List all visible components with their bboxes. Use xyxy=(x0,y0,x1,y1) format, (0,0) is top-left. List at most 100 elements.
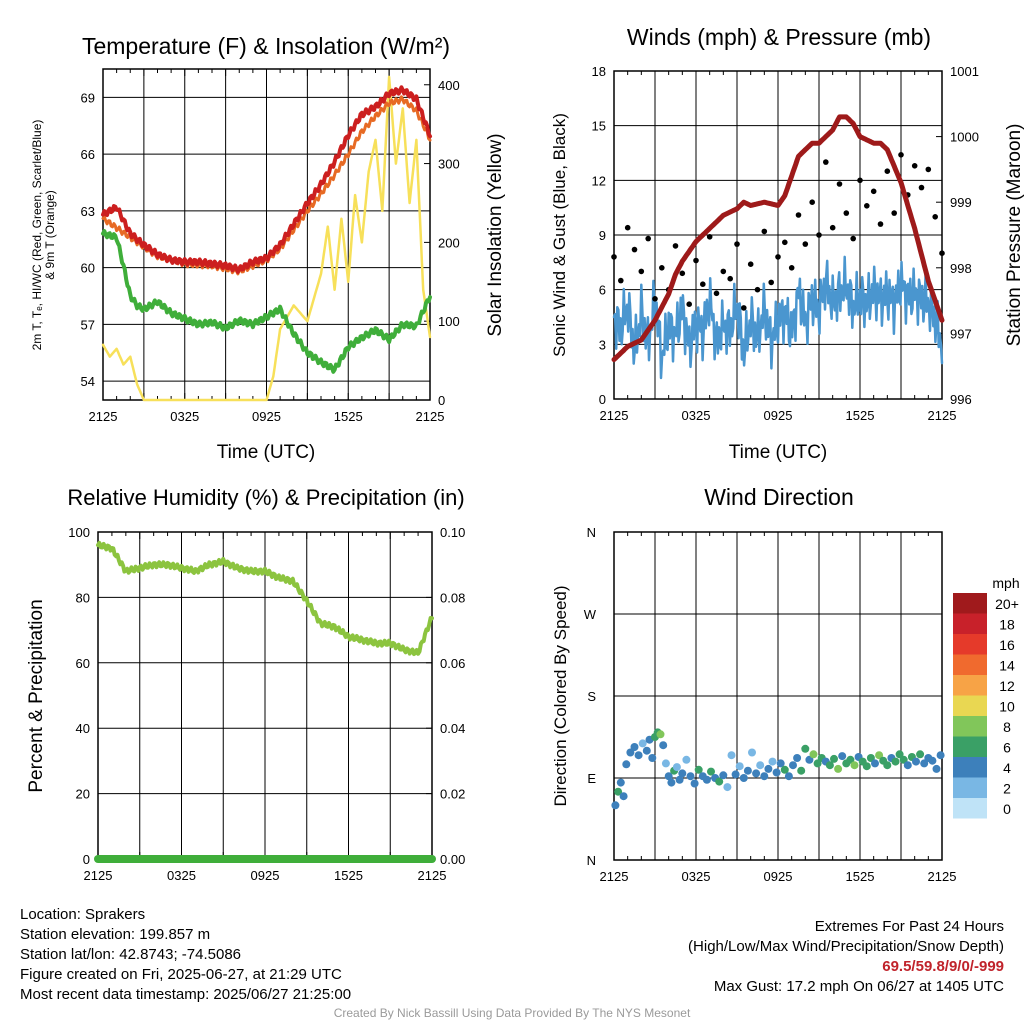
wind-direction-point xyxy=(667,778,676,787)
gust-point xyxy=(911,163,918,169)
station-pressure-line xyxy=(611,114,945,363)
wind-direction-point xyxy=(622,760,631,769)
wind-direction-point xyxy=(875,751,884,760)
x-tick-label: 2125 xyxy=(600,408,629,423)
gust-point xyxy=(631,246,638,253)
legend-label: 0 xyxy=(1003,801,1011,817)
wind-direction-point xyxy=(772,768,781,777)
y-tick-label: 9 xyxy=(599,228,606,243)
y-tick-label: 6 xyxy=(599,283,606,298)
legend-color-swatch xyxy=(953,757,987,778)
wind-direction-point xyxy=(768,757,777,766)
wind-direction-point xyxy=(702,775,711,784)
wind-direction-point xyxy=(630,743,639,751)
y2-tick-label: 300 xyxy=(438,157,460,172)
x-tick-label: 0325 xyxy=(682,408,711,423)
x-tick-label: 2125 xyxy=(928,869,957,884)
y2-tick-label: 998 xyxy=(950,261,972,276)
wind-direction-point xyxy=(678,769,687,778)
x-tick-label: 2125 xyxy=(928,408,957,423)
wind-direction-point xyxy=(797,766,806,775)
wind-direction-point xyxy=(719,771,728,780)
y-tick-label: N xyxy=(587,525,596,540)
wind-direction-point xyxy=(928,756,937,765)
y2-tick-label: 0.08 xyxy=(440,590,465,605)
gust-point xyxy=(795,212,802,218)
wind-direction-point xyxy=(834,764,843,773)
x-tick-label: 1525 xyxy=(334,409,363,424)
gust-point xyxy=(843,210,850,216)
legend-label: 14 xyxy=(999,658,1015,674)
wind-direction-point xyxy=(838,752,847,761)
wind-direction-point xyxy=(675,775,684,784)
wind-direction-point xyxy=(626,748,635,757)
x-tick-label: 0925 xyxy=(251,868,280,883)
legend-label: 18 xyxy=(999,617,1015,633)
wind-direction-point xyxy=(850,761,859,770)
legend-color-swatch xyxy=(953,777,987,798)
legend-color-swatch xyxy=(953,593,987,614)
gust-point xyxy=(857,177,863,184)
x-tick-label: 0325 xyxy=(682,869,711,884)
wind-direction-point xyxy=(611,801,620,810)
wind-direction-point xyxy=(634,751,643,760)
y2-tick-label: 0.04 xyxy=(440,721,465,736)
wind-direction-point xyxy=(912,757,920,766)
gust-point xyxy=(741,305,747,311)
x-tick-label: 1525 xyxy=(846,408,875,423)
y2-axis-label: Station Pressure (Maroon) xyxy=(1004,124,1024,347)
gust-point xyxy=(734,241,740,247)
x-tick-label: 2125 xyxy=(89,409,118,424)
y-axis-label: Percent & Precipitation xyxy=(26,599,47,792)
y2-tick-label: 100 xyxy=(438,314,460,329)
legend-label: 12 xyxy=(999,678,1015,694)
y2-axis-label: Solar Insolation (Yellow) xyxy=(485,133,506,336)
gust-point xyxy=(638,268,645,275)
gust-point xyxy=(816,232,822,238)
wind-direction-point xyxy=(801,744,810,753)
y-tick-label: 0 xyxy=(599,392,606,407)
wind-direction-point xyxy=(661,759,670,768)
legend-color-swatch xyxy=(953,736,987,757)
gust-point xyxy=(706,234,713,240)
wind-direction-point xyxy=(686,772,695,781)
wind-direction-point xyxy=(664,772,673,781)
wind-direction-panel: Wind Direction Direction (Colored By Spee… xyxy=(551,484,1020,884)
gust-point xyxy=(829,224,836,231)
x-axis-label: Time (UTC) xyxy=(729,442,828,463)
wind-direction-point xyxy=(748,748,756,757)
gust-point xyxy=(624,224,631,231)
gust-point xyxy=(686,301,692,308)
wind-direction-point xyxy=(723,783,732,792)
extremes-title: Extremes For Past 24 Hours xyxy=(814,918,1004,935)
wind-direction-point xyxy=(756,761,765,770)
gust-point xyxy=(775,254,781,260)
wind-direction-point xyxy=(916,750,925,759)
y-axis-label-line: & 9m T (Orange) xyxy=(43,190,57,280)
wind-direction-point xyxy=(731,770,740,779)
x-tick-label: 0925 xyxy=(764,408,793,423)
wind-direction-point xyxy=(656,730,665,739)
gust-point xyxy=(747,261,754,268)
gust-point xyxy=(611,254,617,260)
y2-tick-label: 1000 xyxy=(950,130,979,145)
y2-tick-label: 400 xyxy=(438,78,460,93)
gust-point xyxy=(652,296,658,302)
wind-direction-point xyxy=(760,772,769,781)
wind-direction-point xyxy=(780,765,789,774)
y-tick-label: 15 xyxy=(592,119,606,134)
legend-color-swatch xyxy=(953,654,987,675)
y2-tick-label: 0.10 xyxy=(440,525,465,540)
x-tick-label: 2125 xyxy=(600,869,629,884)
x-tick-label: 0925 xyxy=(252,409,281,424)
wind-direction-point xyxy=(694,765,703,774)
legend-label: 8 xyxy=(1003,719,1011,735)
legend-color-swatch xyxy=(953,675,987,696)
wind-direction-point xyxy=(883,761,892,770)
y-tick-label: 60 xyxy=(76,656,90,671)
gust-point xyxy=(891,210,897,216)
y2-tick-label: 0.02 xyxy=(440,787,465,802)
dewpoint-line xyxy=(101,229,432,374)
gust-point xyxy=(850,235,856,242)
wind-direction-point xyxy=(809,750,818,759)
